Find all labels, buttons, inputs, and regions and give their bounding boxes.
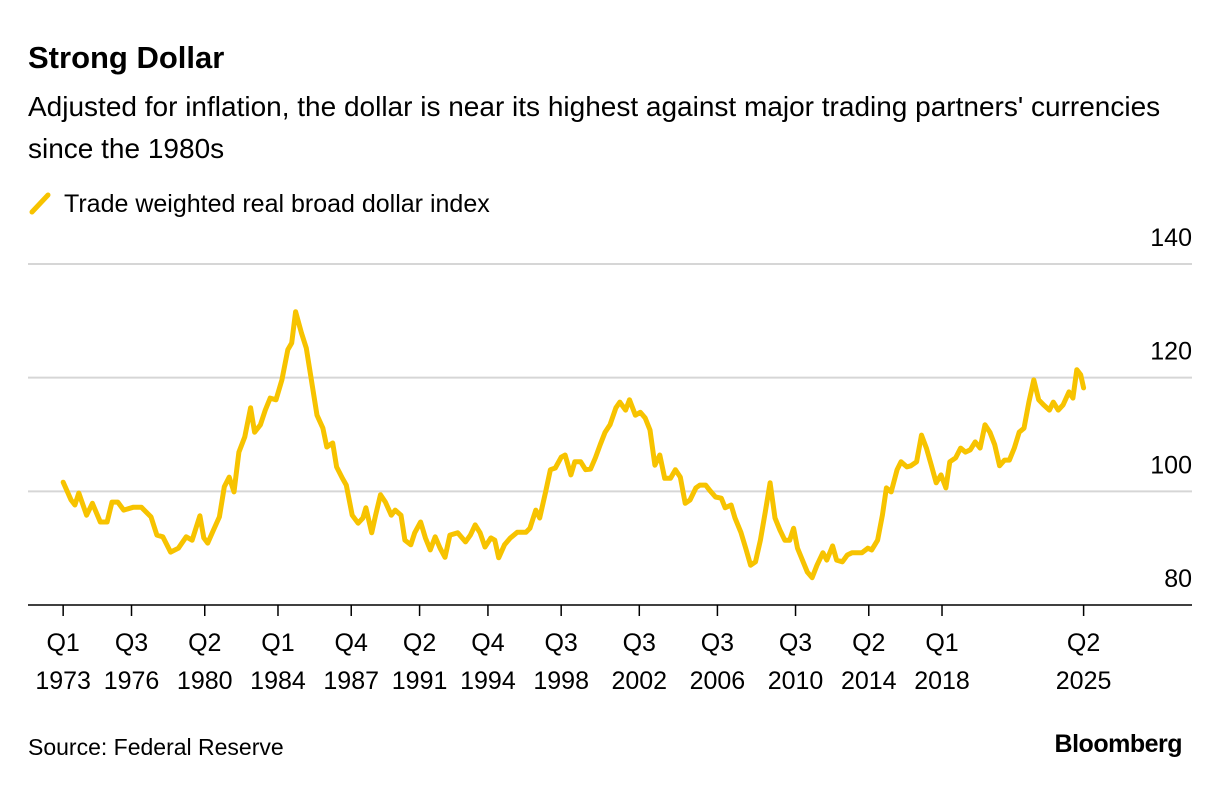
y-tick-label: 120 bbox=[1150, 338, 1192, 366]
x-tick-label: Q1 1984 bbox=[250, 629, 306, 695]
x-tick-label: Q2 2025 bbox=[1056, 629, 1112, 695]
x-tick-label: Q4 1987 bbox=[323, 629, 379, 695]
legend-swatch bbox=[29, 192, 51, 215]
x-tick-label: Q4 1994 bbox=[460, 629, 516, 695]
x-tick-label: Q3 1998 bbox=[533, 629, 589, 695]
x-tick-label: Q3 2010 bbox=[768, 629, 824, 695]
legend-label: Trade weighted real broad dollar index bbox=[64, 190, 490, 218]
x-tick-label: Q2 1991 bbox=[392, 629, 448, 695]
y-tick-label: 140 bbox=[1150, 224, 1192, 252]
chart-subtitle: Adjusted for inflation, the dollar is ne… bbox=[28, 91, 1161, 164]
x-tick-label: Q1 2018 bbox=[914, 629, 970, 695]
data-line bbox=[60, 309, 1087, 581]
x-tick-label: Q3 1976 bbox=[104, 629, 160, 695]
x-tick-label: Q1 1973 bbox=[35, 629, 91, 695]
x-tick-label: Q2 2014 bbox=[841, 629, 897, 695]
brand: Bloomberg bbox=[1055, 730, 1182, 758]
chart-title: Strong Dollar bbox=[28, 40, 225, 75]
x-tick-label: Q2 1980 bbox=[177, 629, 233, 695]
y-tick-label: 80 bbox=[1164, 565, 1192, 593]
x-tick-label: Q3 2002 bbox=[611, 629, 667, 695]
y-tick-label: 100 bbox=[1150, 451, 1192, 479]
x-tick-label: Q3 2006 bbox=[690, 629, 746, 695]
source: Source: Federal Reserve bbox=[28, 734, 284, 760]
